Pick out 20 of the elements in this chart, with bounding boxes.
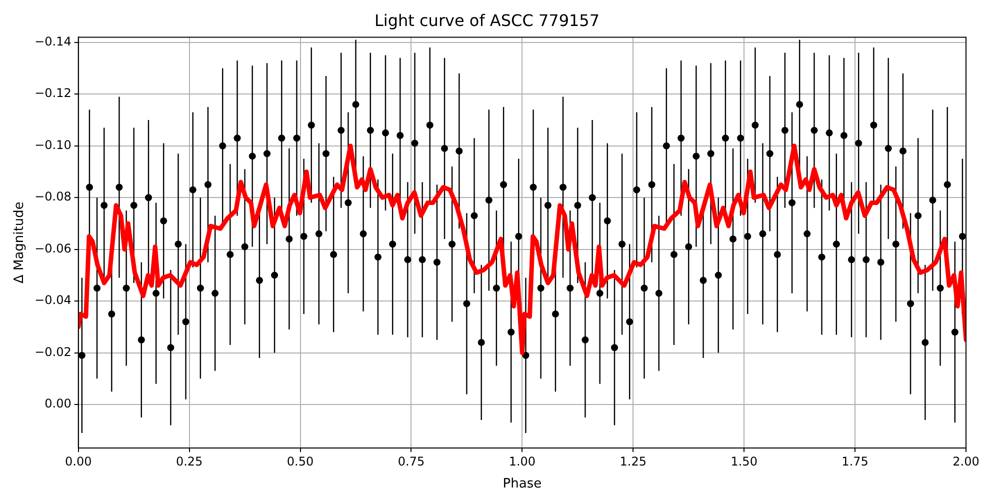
y-tick-label: −0.10	[34, 138, 72, 152]
x-tick-label: 0.25	[176, 454, 203, 468]
y-tick-label: −0.08	[34, 190, 72, 204]
y-tick-label: −0.02	[34, 344, 72, 359]
y-axis-title: Δ Magnitude	[12, 202, 28, 284]
x-tick-label: 1.25	[620, 454, 646, 468]
x-tick-label: 1.00	[508, 454, 536, 468]
x-tick-label: 0.50	[286, 454, 314, 468]
chart-title: Light curve of ASCC 779157	[374, 10, 600, 30]
x-tick-label: 0.00	[65, 454, 92, 468]
x-tick-label: 2.00	[952, 454, 980, 468]
y-tick-label: −0.14	[34, 34, 72, 48]
y-tick-label: −0.06	[34, 241, 72, 256]
x-axis-title: Phase	[502, 476, 542, 492]
x-tick-label: 1.50	[730, 454, 758, 468]
y-tick-label: −0.12	[34, 86, 72, 100]
y-tick-label: −0.04	[34, 293, 72, 308]
x-tick-label: 1.75	[842, 454, 868, 468]
x-tick-label: 0.75	[398, 454, 425, 468]
y-tick-label: 0.00	[44, 396, 72, 411]
